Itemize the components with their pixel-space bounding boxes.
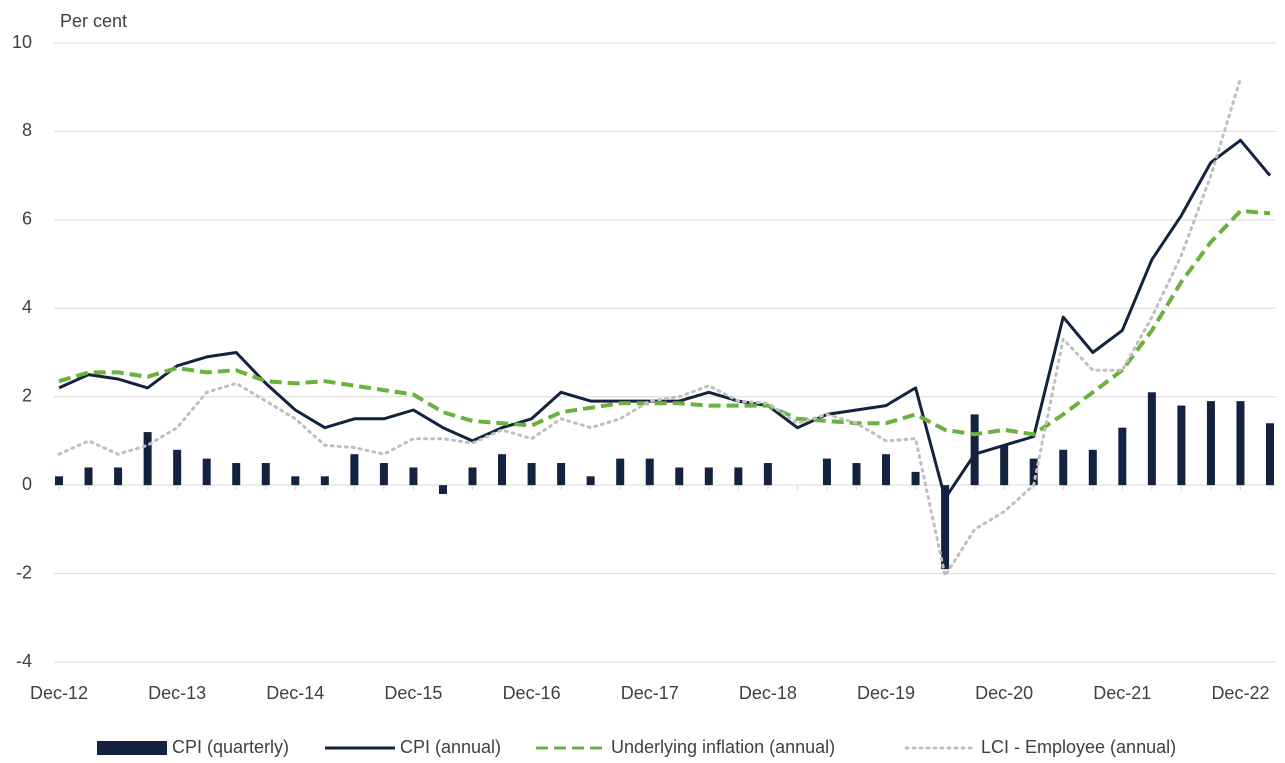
legend-label: CPI (quarterly) <box>172 737 289 757</box>
bar <box>822 458 831 486</box>
bar <box>675 467 684 486</box>
bar <box>586 476 595 486</box>
x-tick-label: Dec-21 <box>1093 683 1151 703</box>
bar <box>114 467 123 486</box>
x-tick-label: Dec-16 <box>503 683 561 703</box>
y-tick-label: 8 <box>22 120 32 140</box>
bar <box>468 467 477 486</box>
legend-label: LCI - Employee (annual) <box>981 737 1176 757</box>
x-tick-label: Dec-15 <box>384 683 442 703</box>
bar <box>143 432 152 486</box>
bar <box>409 467 418 486</box>
bar <box>261 463 270 486</box>
bar <box>704 467 713 486</box>
bar <box>852 463 861 486</box>
legend-label: CPI (annual) <box>400 737 501 757</box>
y-tick-label: 4 <box>22 297 32 317</box>
legend-swatch <box>97 741 167 755</box>
line <box>58 209 1271 437</box>
x-tick-label: Dec-17 <box>621 683 679 703</box>
bar <box>1059 449 1068 486</box>
y-tick-label: 0 <box>22 474 32 494</box>
y-tick-label: -2 <box>16 562 32 582</box>
bar <box>1266 423 1274 486</box>
bar <box>350 454 359 486</box>
bar <box>232 463 241 486</box>
line <box>58 138 1272 500</box>
bar <box>173 449 182 486</box>
bar <box>527 463 536 486</box>
bar <box>616 458 625 486</box>
y-tick-label: 6 <box>22 209 32 229</box>
x-tick-label: Dec-13 <box>148 683 206 703</box>
y-tick-label: 2 <box>22 385 32 405</box>
y-axis-label: Per cent <box>60 11 127 31</box>
bar <box>498 454 507 486</box>
y-tick-label: 10 <box>12 32 32 52</box>
x-tick-label: Dec-22 <box>1211 683 1269 703</box>
bar <box>911 471 920 486</box>
legend-label: Underlying inflation (annual) <box>611 737 835 757</box>
bar <box>438 485 447 494</box>
x-tick-label: Dec-18 <box>739 683 797 703</box>
x-tick-label: Dec-20 <box>975 683 1033 703</box>
x-tick-label: Dec-14 <box>266 683 324 703</box>
bar <box>1236 401 1245 486</box>
bar <box>1206 401 1215 486</box>
line <box>57 76 1242 578</box>
bar <box>1088 449 1097 486</box>
bar <box>882 454 891 486</box>
bar <box>1029 458 1038 486</box>
bar <box>379 463 388 486</box>
bar <box>1000 445 1009 486</box>
x-tick-label: Dec-19 <box>857 683 915 703</box>
bar <box>970 414 979 486</box>
bar <box>320 476 329 486</box>
x-tick-label: Dec-12 <box>30 683 88 703</box>
bar <box>291 476 300 486</box>
bar <box>734 467 743 486</box>
bar <box>557 463 566 486</box>
bar <box>55 476 63 486</box>
bar <box>1118 427 1127 486</box>
bar <box>84 467 93 486</box>
bar <box>1177 405 1186 486</box>
y-tick-label: -4 <box>16 651 32 671</box>
bar <box>763 463 772 486</box>
bar <box>1147 392 1156 486</box>
bar <box>645 458 654 486</box>
bar <box>941 485 950 570</box>
bar <box>202 458 211 486</box>
